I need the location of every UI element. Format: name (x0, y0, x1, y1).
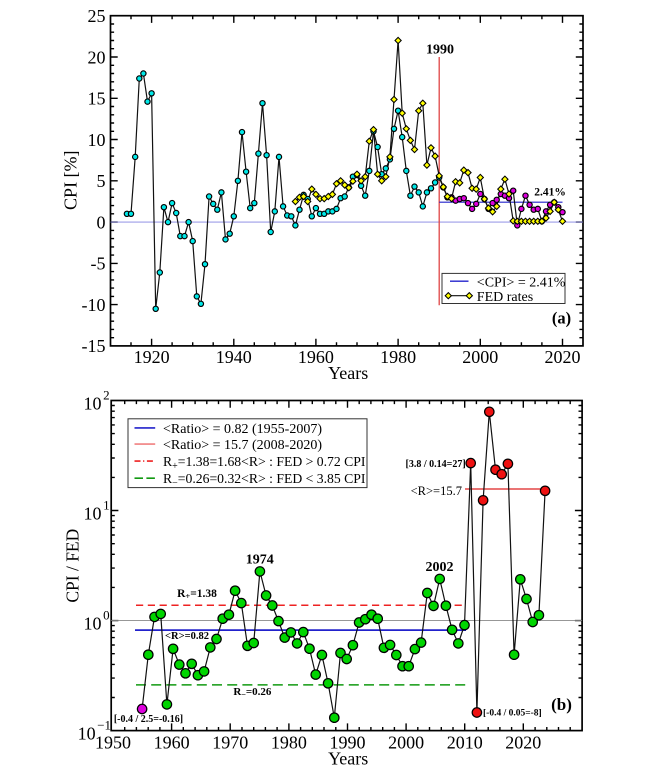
svg-text:-5: -5 (91, 254, 106, 274)
svg-text:1960: 1960 (154, 732, 190, 752)
svg-text:2020: 2020 (505, 732, 541, 752)
svg-text:−1: −1 (97, 718, 111, 733)
svg-text:[-0.4 / 0.05=-8]: [-0.4 / 0.05=-8] (483, 709, 542, 719)
svg-text:1974: 1974 (246, 553, 274, 568)
svg-text:0: 0 (103, 608, 110, 623)
svg-text:10: 10 (84, 394, 102, 414)
svg-text:1980: 1980 (380, 347, 416, 367)
svg-text:2.41%: 2.41% (534, 186, 566, 198)
svg-text:<Ratio> = 0.82 (1955-2007): <Ratio> = 0.82 (1955-2007) (163, 422, 322, 437)
svg-text:2000: 2000 (462, 347, 498, 367)
svg-text:2: 2 (103, 388, 110, 403)
svg-text:20: 20 (88, 47, 106, 67)
svg-text:1970: 1970 (212, 732, 248, 752)
svg-text:<R>=15.7: <R>=15.7 (411, 484, 462, 498)
svg-text:2010: 2010 (447, 732, 483, 752)
svg-text:10: 10 (78, 724, 96, 744)
svg-text:R+=1.38: R+=1.38 (177, 588, 217, 601)
svg-text:10: 10 (84, 504, 102, 524)
svg-text:<Ratio> = 15.7 (2008-2020): <Ratio> = 15.7 (2008-2020) (163, 438, 322, 453)
svg-text:FED rates: FED rates (477, 290, 533, 305)
svg-text:Years: Years (328, 749, 368, 769)
svg-text:10: 10 (88, 130, 106, 150)
svg-text:<R>=0.82: <R>=0.82 (165, 631, 209, 642)
svg-text:1990: 1990 (330, 732, 366, 752)
svg-text:[3.8 / 0.14=27]: [3.8 / 0.14=27] (406, 459, 466, 470)
svg-text:5: 5 (97, 171, 106, 191)
svg-text:1990: 1990 (426, 42, 454, 57)
svg-text:1980: 1980 (271, 732, 307, 752)
svg-text:-15: -15 (82, 336, 106, 356)
svg-text:R+=1.38=1.68<R> : FED > 0.72 C: R+=1.38=1.68<R> : FED > 0.72 CPI (163, 454, 366, 472)
svg-text:1940: 1940 (216, 347, 252, 367)
svg-text:10: 10 (84, 614, 102, 634)
svg-text:R−=0.26=0.32<R> : FED < 3.85 C: R−=0.26=0.32<R> : FED < 3.85 CPI (163, 471, 366, 489)
svg-text:2002: 2002 (426, 560, 454, 575)
svg-text:1920: 1920 (134, 347, 170, 367)
svg-text:2020: 2020 (545, 347, 581, 367)
svg-text:-10: -10 (82, 295, 106, 315)
svg-text:[-0.4 / 2.5=-0.16]: [-0.4 / 2.5=-0.16] (114, 714, 183, 725)
svg-text:<CPI> = 2.41%: <CPI> = 2.41% (477, 275, 566, 290)
svg-text:(b): (b) (551, 695, 572, 714)
svg-text:Years: Years (328, 363, 368, 383)
svg-text:25: 25 (88, 6, 106, 26)
svg-text:CPI / FED: CPI / FED (62, 529, 82, 603)
svg-text:1950: 1950 (95, 732, 131, 752)
svg-text:R−=0.26: R−=0.26 (233, 686, 272, 699)
svg-text:CPI [%]: CPI [%] (61, 150, 81, 210)
svg-text:(a): (a) (552, 309, 571, 328)
svg-text:1960: 1960 (298, 347, 334, 367)
svg-text:15: 15 (88, 89, 106, 109)
svg-text:2000: 2000 (388, 732, 424, 752)
svg-text:0: 0 (97, 212, 106, 232)
svg-text:1: 1 (103, 498, 110, 513)
